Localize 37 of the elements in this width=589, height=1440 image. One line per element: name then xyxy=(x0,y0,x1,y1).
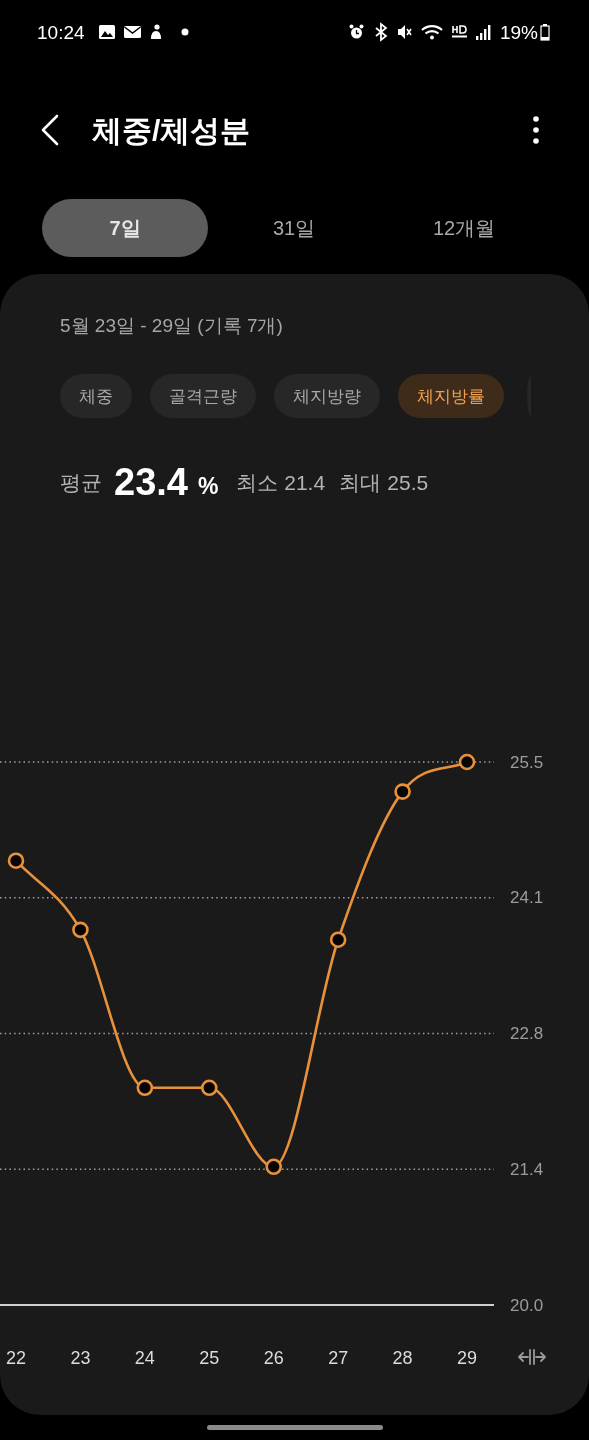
point xyxy=(458,753,476,771)
text: 12개월 xyxy=(432,217,496,239)
text: 31일 xyxy=(272,217,316,239)
text: % xyxy=(197,473,219,499)
x-tick-label: 28 xyxy=(392,1348,413,1368)
y-tick-label: 20.0 xyxy=(510,1295,544,1315)
text: 체중 xyxy=(79,386,113,406)
text: 7일 xyxy=(109,217,141,239)
text: 골격근량 xyxy=(169,386,237,406)
chart-subtitle: 5월 23일 - 29일 (기록 7개) xyxy=(60,314,283,336)
point xyxy=(265,1158,283,1176)
y-tick-label: 25.5 xyxy=(510,752,544,772)
text: 23.4 xyxy=(114,461,188,503)
point xyxy=(200,1079,218,1097)
x-tick-label: 25 xyxy=(199,1348,220,1368)
x-tick-label: 29 xyxy=(456,1348,478,1368)
point xyxy=(72,921,89,939)
point xyxy=(394,783,411,800)
x-tick-label: 27 xyxy=(328,1348,349,1368)
text: 체지방률 xyxy=(417,386,485,406)
chart-title: 체중/체성분 xyxy=(92,113,251,147)
x-tick-label: 24 xyxy=(134,1348,155,1368)
x-tick-label: 23 xyxy=(70,1348,91,1368)
point xyxy=(7,852,25,870)
y-tick-label: 22.8 xyxy=(510,1024,544,1043)
text: 10:24 xyxy=(37,21,85,43)
text: 최대 25.5 xyxy=(339,470,429,494)
point xyxy=(329,931,347,949)
x-tick-label: 26 xyxy=(263,1348,284,1368)
text: 평균 xyxy=(60,470,102,494)
text: 19% xyxy=(499,21,539,43)
text: 체지방량 xyxy=(293,386,361,406)
x-tick-label: 22 xyxy=(5,1348,27,1368)
point xyxy=(136,1079,154,1097)
y-tick-label: 24.1 xyxy=(510,888,544,908)
text: 최소 21.4 xyxy=(236,470,326,494)
y-tick-label: 21.4 xyxy=(510,1159,544,1179)
